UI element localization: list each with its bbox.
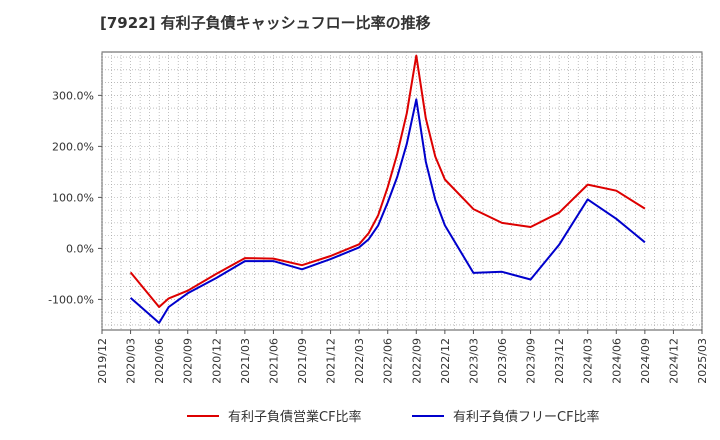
- x-tick-label: 2020/03: [125, 338, 138, 384]
- x-tick-label: 2019/12: [96, 338, 109, 384]
- x-tick-label: 2022/06: [382, 338, 395, 384]
- x-tick-label: 2023/09: [525, 338, 538, 384]
- x-tick-label: 2021/03: [239, 338, 252, 384]
- x-tick-label: 2024/06: [610, 338, 623, 384]
- y-tick-label: -100.0%: [48, 293, 94, 306]
- operating-cf-ratio-line: [129, 54, 646, 308]
- x-tick-label: 2023/12: [553, 338, 566, 384]
- x-tick-label: 2024/03: [582, 338, 595, 384]
- y-tick-label: 300.0%: [52, 89, 94, 102]
- free-cf-ratio-line: [129, 98, 646, 324]
- x-tick-label: 2021/06: [267, 338, 280, 384]
- x-tick-label: 2020/06: [153, 338, 166, 384]
- y-tick-label: 200.0%: [52, 140, 94, 153]
- x-tick-label: 2024/12: [667, 338, 680, 384]
- x-tick-label: 2022/12: [439, 338, 452, 384]
- x-tick-label: 2025/03: [696, 338, 709, 384]
- chart-title: [7922] 有利子負債キャッシュフロー比率の推移: [100, 14, 431, 32]
- x-tick-label: 2023/06: [496, 338, 509, 384]
- legend: 有利子負債営業CF比率 有利子負債フリーCF比率: [187, 409, 600, 425]
- y-axis: 300.0% 200.0% 100.0% 0.0% -100.0%: [48, 89, 102, 306]
- x-tick-label: 2021/09: [296, 338, 309, 384]
- y-tick-label: 0.0%: [66, 242, 94, 255]
- x-tick-label: 2021/12: [325, 338, 338, 384]
- x-axis: 2019/12 2020/03 2020/06 2020/09 2020/12 2021/…: [96, 330, 709, 384]
- series-lines: [129, 54, 646, 324]
- x-tick-label: 2023/03: [467, 338, 480, 384]
- x-tick-label: 2022/09: [410, 338, 423, 384]
- y-tick-label: 100.0%: [52, 191, 94, 204]
- x-tick-label: 2020/09: [182, 338, 195, 384]
- x-tick-label: 2022/03: [353, 338, 366, 384]
- x-tick-label: 2024/09: [639, 338, 652, 384]
- legend-label: 有利子負債営業CF比率: [228, 409, 362, 425]
- legend-label: 有利子負債フリーCF比率: [453, 409, 600, 425]
- x-tick-label: 2020/12: [210, 338, 223, 384]
